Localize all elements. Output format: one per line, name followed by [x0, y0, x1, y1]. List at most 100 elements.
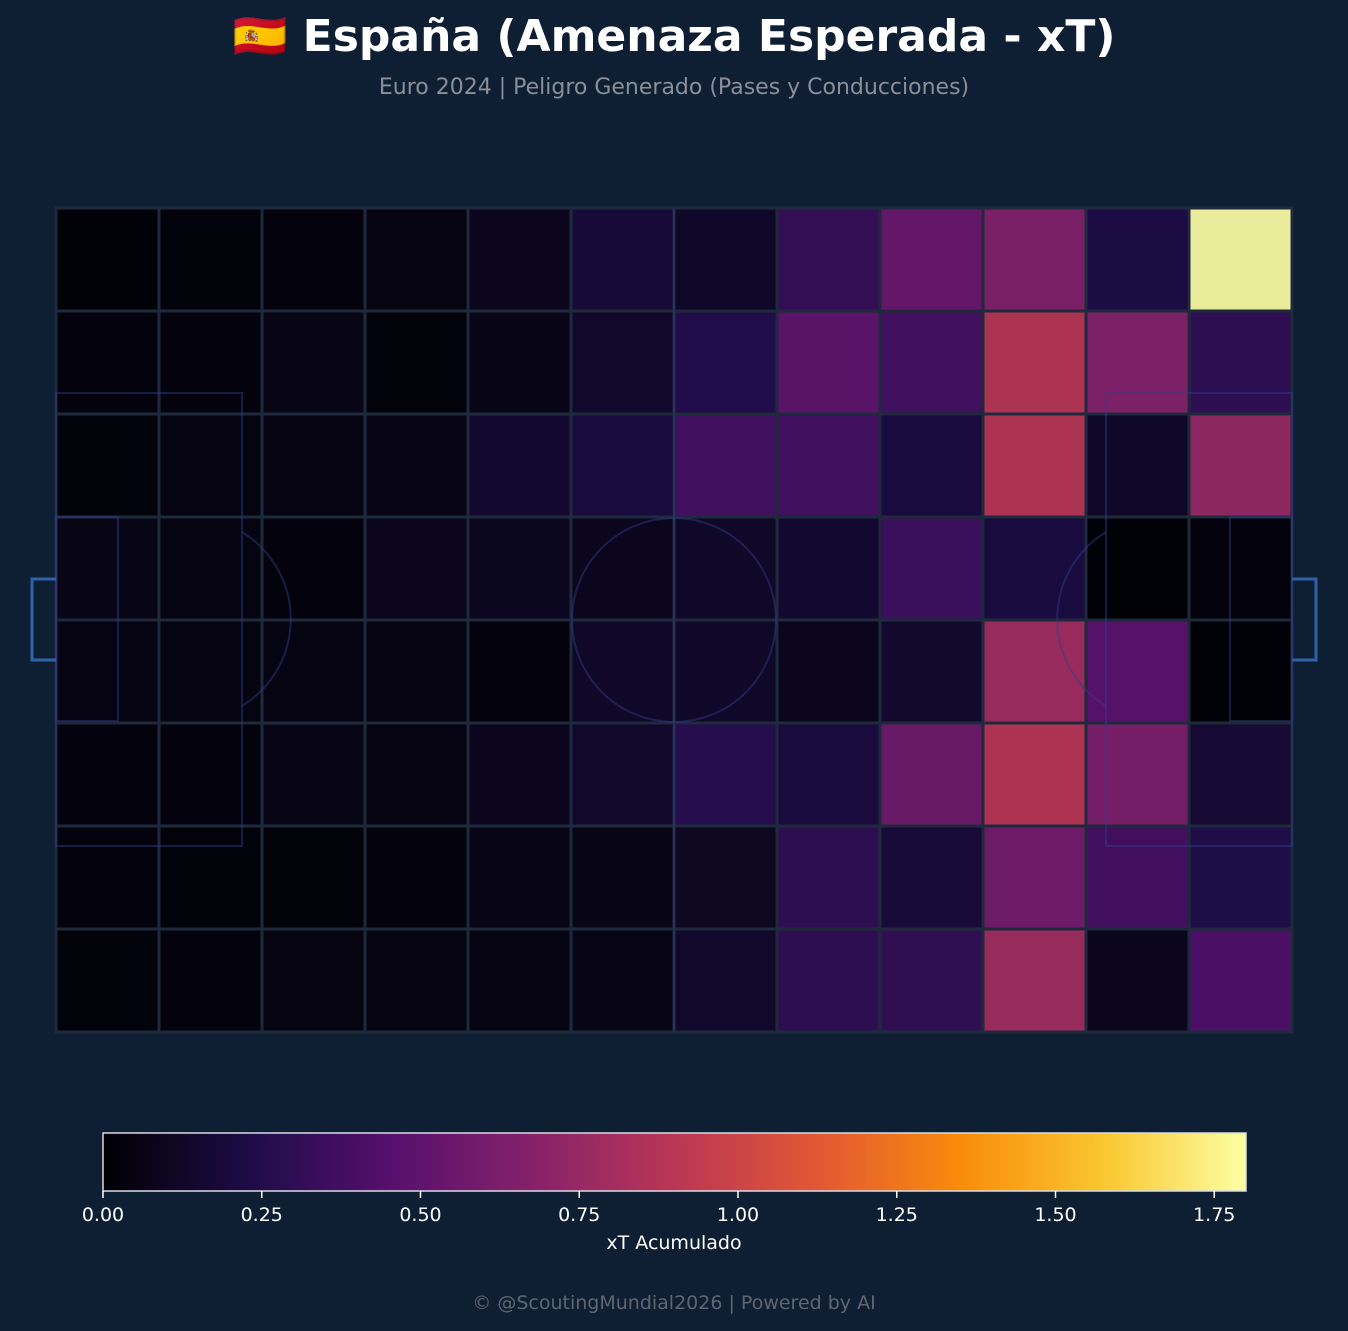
heatmap-cell [466, 412, 573, 519]
colorbar-tick-label: 1.50 [1034, 1204, 1076, 1226]
heatmap-cell [1187, 824, 1294, 931]
heatmap-cell [672, 824, 779, 931]
pitch-overlay [30, 208, 1318, 1032]
colorbar-tick-label: 0.75 [558, 1204, 600, 1226]
right-goal [1292, 577, 1318, 662]
heatmap-cell [569, 412, 676, 519]
heatmap-cell [466, 927, 573, 1034]
heatmap-cell [878, 824, 985, 931]
heatmap-cell [981, 309, 1088, 416]
heatmap-cell [569, 515, 676, 622]
heatmap-cell [878, 412, 985, 519]
heatmap-cell [775, 515, 882, 622]
heatmap-cell [1187, 412, 1294, 519]
heatmap-cell [1084, 206, 1191, 313]
heatmap-cell [672, 309, 779, 416]
heatmap-cell [54, 309, 161, 416]
heatmap-cell [1187, 309, 1294, 416]
heatmap-cell [775, 824, 882, 931]
heatmap-cell [157, 515, 264, 622]
heatmap-cell [157, 824, 264, 931]
heatmap-cell [260, 824, 367, 931]
right-penalty-area [1105, 392, 1293, 847]
heatmap-cell [466, 206, 573, 313]
heatmap-cell [260, 412, 367, 519]
heatmap-cell [1187, 927, 1294, 1034]
heatmap-cell [54, 515, 161, 622]
heatmap-cell [260, 721, 367, 828]
right-penalty-arc [1056, 531, 1107, 707]
heatmap-cell [981, 206, 1088, 313]
colorbar-tick-label: 1.25 [876, 1204, 918, 1226]
heatmap-cell [878, 309, 985, 416]
center-circle [571, 517, 777, 723]
heatmap-cell [157, 618, 264, 725]
heatmap-cell [363, 515, 470, 622]
heatmap-cell [775, 309, 882, 416]
colorbar: 0.00 0.25 0.50 0.75 1.00 1.25 1.50 1.75 [82, 1132, 1247, 1226]
heatmap-cell [1187, 515, 1294, 622]
left-penalty-area [55, 392, 243, 847]
heatmap-cell [1187, 721, 1294, 828]
heatmap-cell [1084, 515, 1191, 622]
heatmap-cell [54, 206, 161, 313]
heatmap-cell [466, 618, 573, 725]
heatmap-cell [157, 206, 264, 313]
left-penalty-arc [241, 531, 292, 707]
heatmap-cell [672, 721, 779, 828]
heatmap-cell [466, 824, 573, 931]
heatmap-cell [1084, 618, 1191, 725]
heatmap-cell [363, 412, 470, 519]
heatmap-cell [363, 721, 470, 828]
heatmap-cell [878, 721, 985, 828]
heatmap-cell [157, 309, 264, 416]
colorbar-label: xT Acumulado [606, 1232, 742, 1254]
heatmap-cell [569, 927, 676, 1034]
heatmap-cell [260, 618, 367, 725]
heatmap-cell [363, 206, 470, 313]
chart-title: 🇪🇸 España (Amenaza Esperada - xT) [232, 11, 1116, 62]
heatmap-cell [981, 824, 1088, 931]
chart-subtitle: Euro 2024 | Peligro Generado (Pases y Co… [378, 75, 970, 100]
heatmap-cell [466, 309, 573, 416]
heatmap-cell [672, 206, 779, 313]
heatmap-cell [466, 721, 573, 828]
heatmap-cell [363, 824, 470, 931]
heatmap-cell [54, 824, 161, 931]
left-goal [30, 577, 56, 662]
heatmap-cell [1084, 927, 1191, 1034]
left-six-yard-box [55, 516, 119, 722]
colorbar-tick-label: 1.75 [1193, 1204, 1235, 1226]
heatmap-cell [54, 618, 161, 725]
colorbar-tick-label: 0.00 [82, 1204, 124, 1226]
heatmap-cell [1084, 412, 1191, 519]
heatmap-cell [878, 206, 985, 313]
colorbar-tick-label: 0.50 [399, 1204, 441, 1226]
heatmap-cell [878, 515, 985, 622]
heatmap-cell [775, 206, 882, 313]
heatmap-cell [54, 412, 161, 519]
heatmap-cell [54, 721, 161, 828]
heatmap-cell [363, 618, 470, 725]
heatmap-cell [569, 309, 676, 416]
heatmap-cell [260, 206, 367, 313]
colorbar-tick-label: 1.00 [717, 1204, 759, 1226]
heatmap-cell [569, 206, 676, 313]
footer-credit: © @ScoutingMundial2026 | Powered by AI [472, 1292, 876, 1314]
heatmap-cell [775, 927, 882, 1034]
heatmap-cell [1084, 309, 1191, 416]
heatmap-cell [569, 721, 676, 828]
heatmap-cell [1084, 721, 1191, 828]
heatmap-cells [54, 206, 1294, 1034]
heatmap-cell [363, 927, 470, 1034]
colorbar-gradient [102, 1132, 1247, 1192]
heatmap-cell [569, 618, 676, 725]
heatmap-cell [363, 309, 470, 416]
heatmap-cell [157, 927, 264, 1034]
heatmap-cell [775, 412, 882, 519]
heatmap-cell [672, 515, 779, 622]
heatmap-cell [1187, 618, 1294, 725]
heatmap-cell [1084, 824, 1191, 931]
heatmap-cell [775, 618, 882, 725]
